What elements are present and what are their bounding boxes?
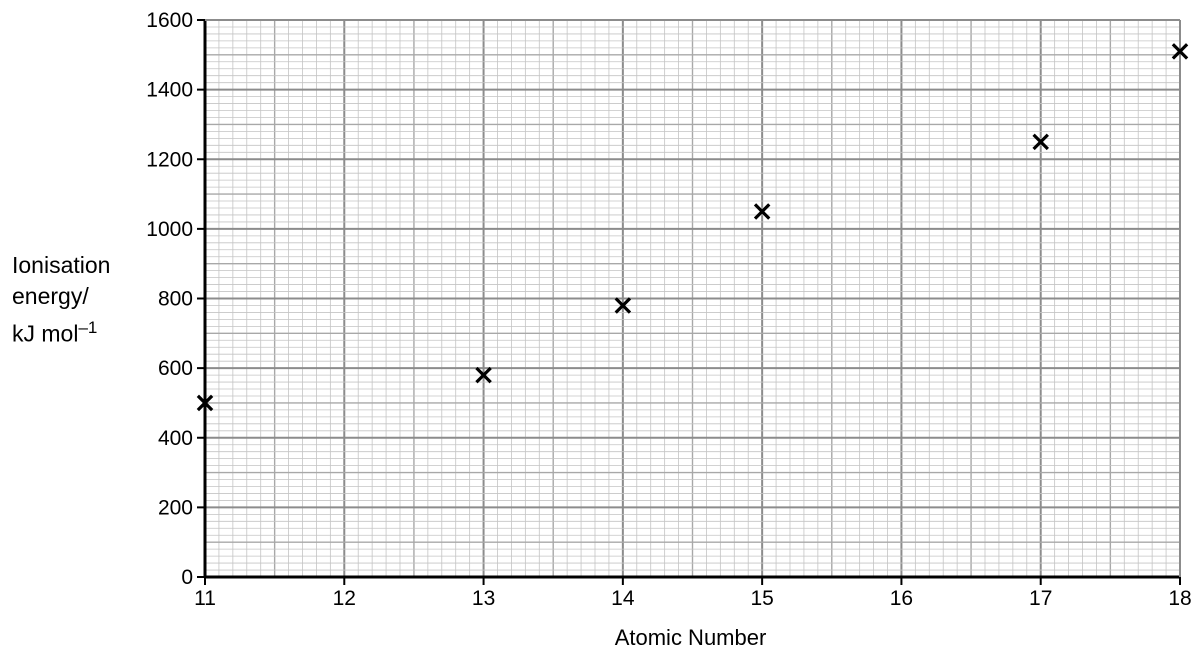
data-point-marker	[475, 366, 492, 384]
marker-stroke	[753, 203, 771, 220]
x-axis-label: Atomic Number	[615, 625, 767, 650]
marker-stroke	[196, 394, 214, 412]
y-axis-label-line-1: Ionisation	[12, 252, 111, 278]
y-tick-label: 800	[158, 288, 193, 311]
marker-stroke	[1171, 43, 1189, 60]
y-tick-label: 600	[158, 357, 193, 380]
y-tick-label: 400	[158, 427, 193, 450]
x-tick-label: 13	[472, 587, 495, 610]
grid	[204, 19, 1181, 578]
y-axis-label-line-2: energy/	[12, 283, 89, 309]
x-tick-label: 14	[611, 587, 635, 610]
x-tick-label: 16	[890, 587, 913, 610]
y-tick-label: 1200	[146, 148, 193, 171]
marker-stroke	[614, 297, 632, 314]
y-tick-label: 1000	[146, 218, 193, 241]
x-tick-label: 18	[1168, 587, 1191, 610]
y-tick-label: 0	[181, 566, 193, 589]
tick-labels: 0 200 400 600 800 1000 1200 1400 1600 11 12 13 14 15 1…	[146, 9, 1191, 610]
y-tick-label: 1400	[146, 79, 193, 102]
x-tick-label: 15	[750, 587, 773, 610]
x-tick-label: 12	[333, 587, 356, 610]
marker-stroke	[1032, 133, 1049, 151]
data-points	[196, 43, 1189, 412]
x-tick-label: 11	[194, 587, 216, 610]
y-axis-label-line-3: kJ mol–1	[12, 318, 98, 347]
y-tick-label: 200	[158, 496, 193, 519]
data-point-marker	[614, 297, 632, 314]
data-point-marker	[1171, 43, 1189, 60]
marker-stroke	[475, 366, 492, 384]
data-point-marker	[1032, 133, 1049, 151]
data-point-marker	[753, 203, 771, 220]
y-axis-label: Ionisation energy/ kJ mol–1	[12, 250, 110, 350]
x-tick-label: 17	[1029, 587, 1052, 610]
data-point-marker	[196, 394, 214, 412]
y-tick-label: 1600	[146, 9, 193, 32]
